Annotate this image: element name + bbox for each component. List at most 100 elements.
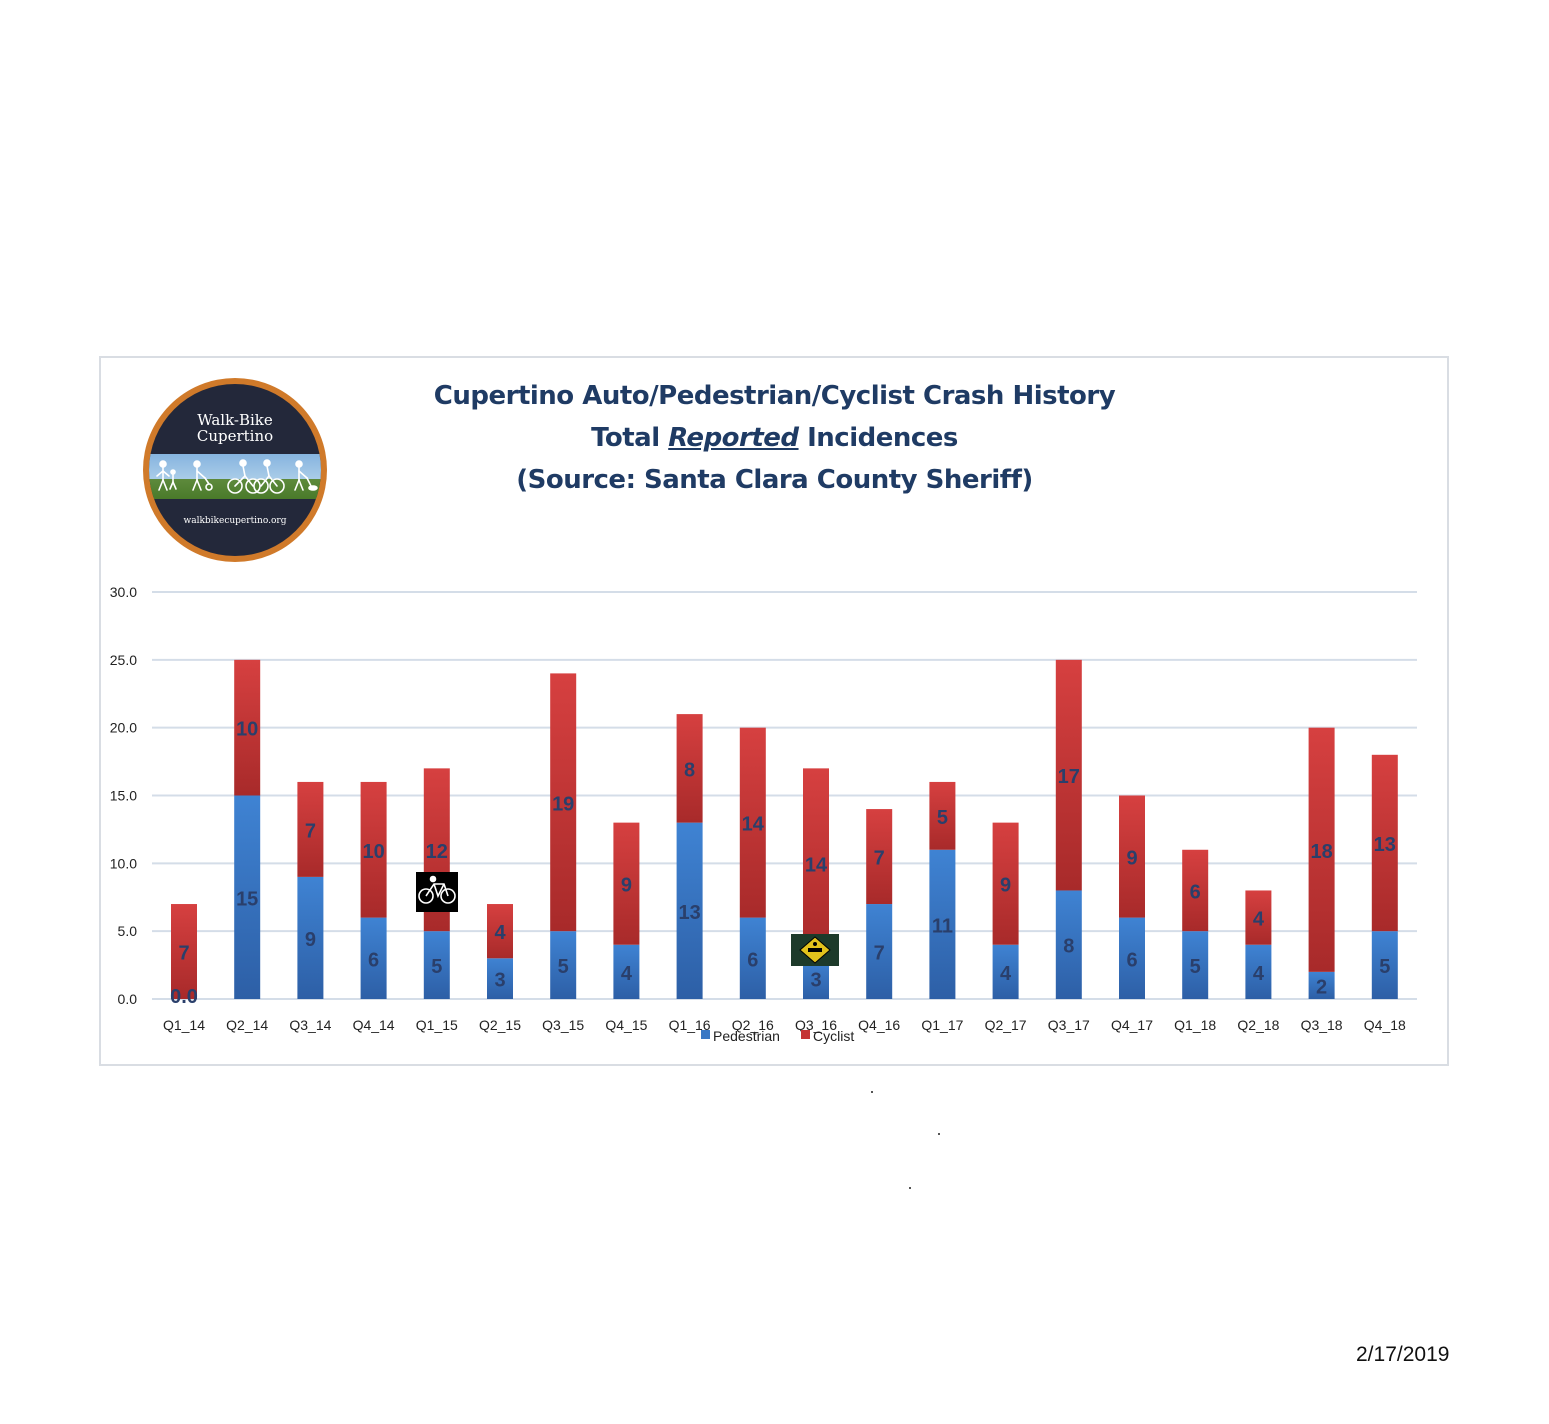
x-tick-label: Q3_18	[1301, 1017, 1343, 1033]
title-line-1: Cupertino Auto/Pedestrian/Cyclist Crash …	[433, 381, 1116, 411]
stray-dot	[871, 1091, 873, 1093]
data-label-pedestrian: 4	[1000, 963, 1012, 985]
data-label-cyclist: 7	[874, 848, 885, 870]
data-label-cyclist: 10	[362, 841, 384, 863]
x-tick-label: Q1_14	[163, 1017, 205, 1033]
bar-pedestrian	[1119, 917, 1145, 999]
legend-swatch-pedestrian	[701, 1030, 710, 1039]
footer-date: 2/17/2019	[1356, 1343, 1450, 1366]
x-tick-label: Q4_16	[858, 1017, 900, 1033]
data-label-cyclist: 5	[937, 807, 948, 829]
stray-dot	[938, 1133, 940, 1135]
logo-scene-band	[149, 454, 321, 499]
data-label-pedestrian: 8	[1063, 936, 1074, 958]
bar-pedestrian	[487, 958, 513, 999]
logo-name-line-2: Cupertino	[196, 427, 274, 445]
data-label-pedestrian: 0.0	[170, 986, 198, 1008]
data-label-pedestrian: 9	[305, 929, 316, 951]
bar-cyclist	[739, 727, 766, 918]
data-label-pedestrian: 5	[558, 956, 569, 978]
stray-dot	[909, 1187, 911, 1189]
data-label-cyclist: 6	[1190, 881, 1201, 903]
bar-pedestrian	[866, 904, 893, 999]
bar-pedestrian	[739, 917, 766, 999]
bar-cyclist	[487, 904, 513, 959]
legend-label-pedestrian: Pedestrian	[713, 1028, 780, 1044]
data-label-cyclist: 19	[552, 793, 574, 815]
data-label-pedestrian: 6	[747, 949, 758, 971]
title-line-2-pre: Total	[591, 423, 669, 453]
bar-cyclist	[992, 822, 1019, 945]
y-tick-label: 25.0	[110, 652, 137, 668]
x-tick-label: Q3_16	[795, 1017, 837, 1033]
data-label-cyclist: 14	[805, 854, 828, 876]
bar-pedestrian	[1055, 890, 1082, 999]
bar-cyclist	[1055, 659, 1082, 891]
logo-name: Walk-Bike Cupertino	[149, 412, 321, 444]
x-tick-label: Q1_17	[921, 1017, 963, 1033]
bar-pedestrian	[360, 917, 387, 999]
bar-cyclist	[803, 768, 829, 959]
walk-bike-cupertino-logo: Walk-Bike Cupertino walkbikecupertino.or…	[143, 378, 327, 562]
x-tick-label: Q4_18	[1364, 1017, 1406, 1033]
y-tick-label: 20.0	[110, 720, 137, 736]
title-line-2-post: Incidences	[798, 423, 958, 453]
bar-pedestrian	[423, 931, 450, 999]
bar-cyclist	[866, 809, 893, 905]
bar-cyclist	[297, 781, 324, 877]
x-tick-label: Q1_16	[669, 1017, 711, 1033]
bar-cyclist	[1245, 890, 1272, 945]
bar-pedestrian	[613, 944, 640, 999]
data-label-pedestrian: 11	[932, 915, 953, 937]
bar-pedestrian	[1245, 944, 1272, 999]
title-line-2: Total Reported Incidences	[200, 417, 1349, 459]
logo-name-line-1: Walk-Bike	[197, 411, 273, 429]
title-line-3: (Source: Santa Clara County Sheriff)	[516, 465, 1033, 495]
data-label-pedestrian: 15	[236, 888, 258, 910]
x-tick-label: Q4_17	[1111, 1017, 1153, 1033]
data-label-pedestrian: 5	[431, 956, 442, 978]
bar-cyclist	[1308, 727, 1335, 972]
bar-cyclist	[613, 822, 640, 945]
data-label-cyclist: 14	[742, 814, 765, 836]
x-tick-label: Q3_17	[1048, 1017, 1090, 1033]
y-tick-label: 15.0	[110, 788, 137, 804]
y-tick-label: 10.0	[110, 855, 137, 871]
data-label-pedestrian: 2	[1316, 976, 1327, 998]
data-label-cyclist: 8	[684, 759, 695, 781]
x-tick-label: Q2_17	[985, 1017, 1027, 1033]
y-tick-label: 30.0	[110, 584, 137, 600]
chart-title: Cupertino Auto/Pedestrian/Cyclist Crash …	[200, 375, 1349, 501]
x-tick-label: Q3_14	[289, 1017, 331, 1033]
x-tick-label: Q1_18	[1174, 1017, 1216, 1033]
bar-pedestrian	[297, 876, 324, 999]
x-tick-label: Q4_15	[605, 1017, 647, 1033]
bar-cyclist	[676, 714, 703, 823]
bar-pedestrian	[1308, 971, 1335, 999]
x-tick-label: Q2_18	[1237, 1017, 1279, 1033]
data-label-cyclist: 7	[305, 820, 316, 842]
x-tick-label: Q2_14	[226, 1017, 268, 1033]
data-label-cyclist: 9	[1000, 875, 1011, 897]
y-tick-label: 5.0	[118, 923, 138, 939]
x-tick-label: Q3_15	[542, 1017, 584, 1033]
bar-cyclist	[360, 781, 387, 918]
x-tick-label: Q1_15	[416, 1017, 458, 1033]
x-tick-label: Q2_15	[479, 1017, 521, 1033]
bar-pedestrian	[1371, 931, 1398, 999]
title-line-2-emph: Reported	[668, 423, 799, 453]
data-label-cyclist: 12	[426, 841, 448, 863]
bar-pedestrian	[992, 944, 1019, 999]
x-tick-label: Q4_14	[353, 1017, 395, 1033]
data-label-pedestrian: 3	[494, 970, 505, 992]
bar-pedestrian	[234, 795, 261, 999]
data-label-cyclist: 18	[1310, 841, 1332, 863]
bar-pedestrian	[1182, 931, 1209, 999]
data-label-cyclist: 4	[494, 922, 506, 944]
data-label-cyclist: 10	[236, 719, 258, 741]
data-label-cyclist: 4	[1253, 909, 1265, 931]
bar-cyclist	[550, 673, 577, 932]
bar-pedestrian	[929, 849, 956, 999]
data-label-pedestrian: 6	[1126, 949, 1137, 971]
bar-cyclist	[929, 781, 956, 850]
